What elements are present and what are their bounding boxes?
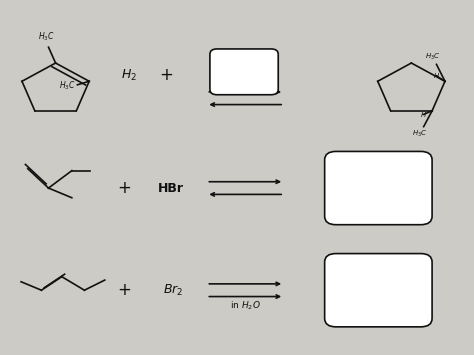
Text: $H_3C$: $H_3C$	[38, 30, 55, 43]
Text: HBr: HBr	[158, 181, 184, 195]
Text: $H_3C$: $H_3C$	[59, 80, 76, 92]
Text: $H$: $H$	[433, 71, 440, 81]
FancyBboxPatch shape	[325, 152, 432, 225]
Text: +: +	[117, 281, 131, 299]
Text: $H_2$: $H_2$	[120, 68, 137, 83]
Text: +: +	[117, 179, 131, 197]
FancyBboxPatch shape	[210, 49, 278, 95]
Text: $H_3C$: $H_3C$	[425, 52, 440, 62]
Text: $H_3C$: $H_3C$	[412, 129, 428, 138]
Text: +: +	[159, 66, 173, 84]
Text: $H$: $H$	[420, 110, 428, 119]
FancyBboxPatch shape	[325, 253, 432, 327]
Text: in $H_2O$: in $H_2O$	[230, 300, 261, 312]
Text: $Br_2$: $Br_2$	[163, 283, 183, 298]
